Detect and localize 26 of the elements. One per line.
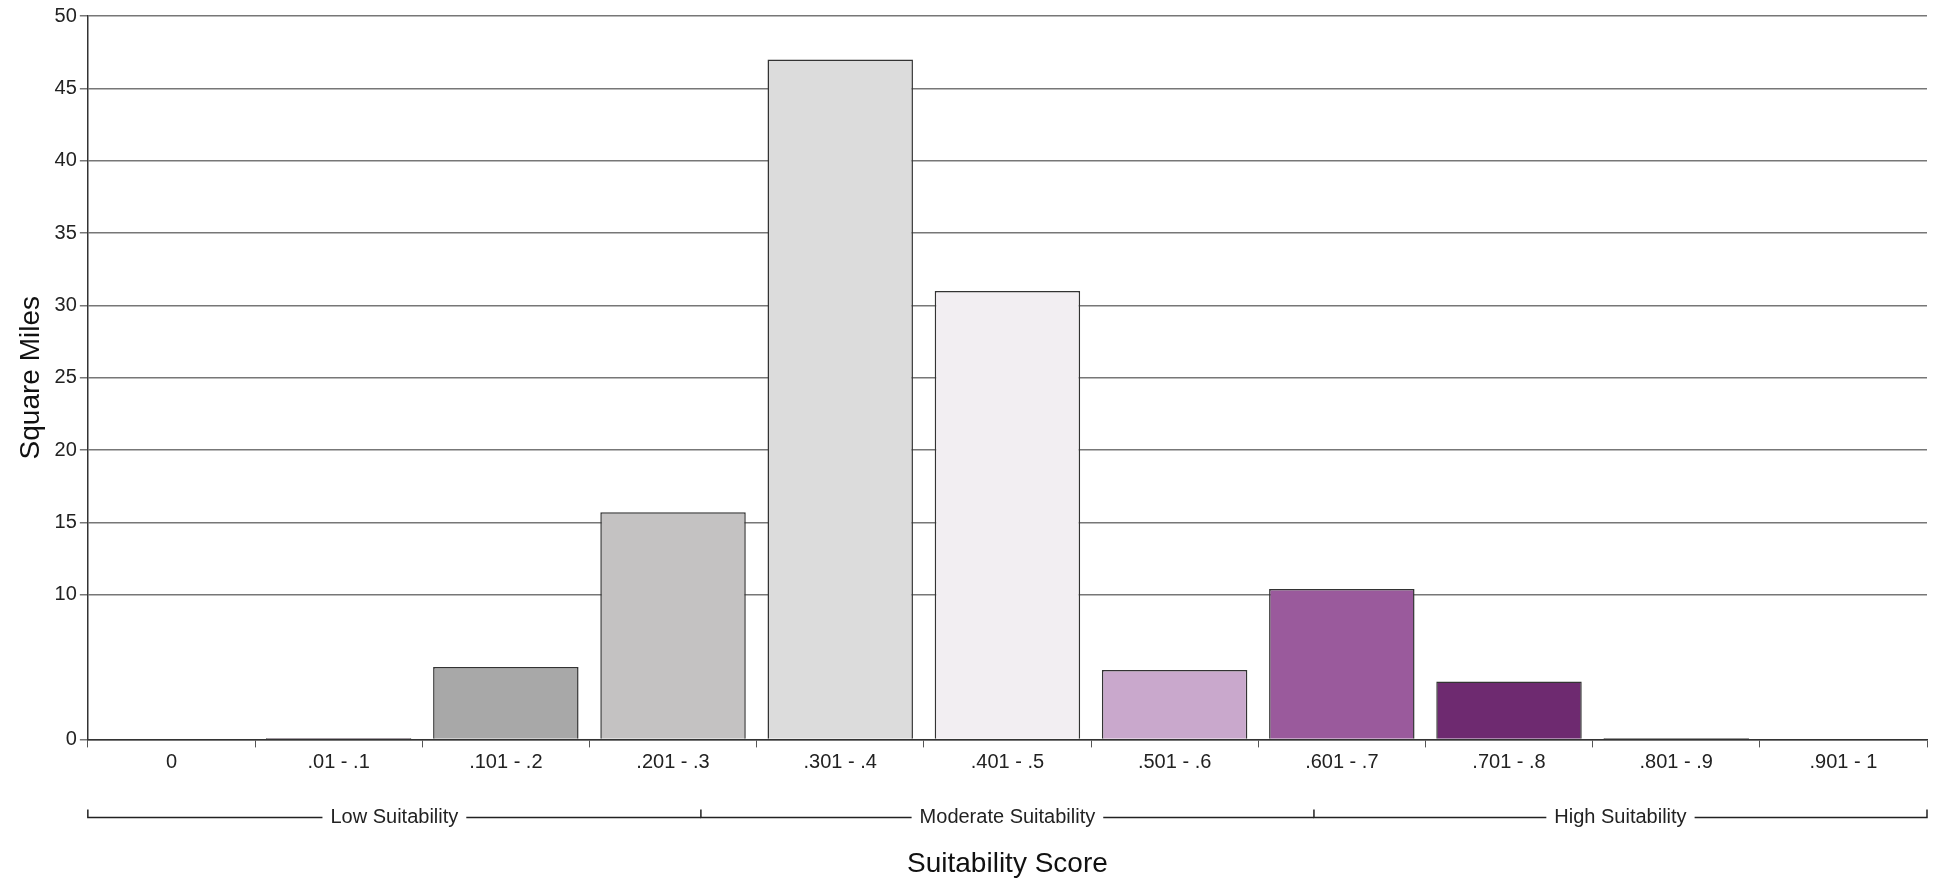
- x-tick-label: .901 - 1: [1809, 749, 1878, 772]
- x-tick-label: 0: [165, 749, 178, 772]
- y-tick-label: 45: [54, 75, 77, 98]
- y-tick-label: 50: [54, 3, 77, 26]
- y-axis-title: Square Miles: [13, 296, 45, 460]
- x-tick-label: .501 - .6: [1137, 749, 1212, 772]
- x-tick-label: .01 - .1: [307, 749, 370, 772]
- y-tick-label: 30: [54, 292, 77, 315]
- x-tick-label: .801 - .9: [1639, 749, 1713, 772]
- y-tick-label: 0: [65, 726, 77, 749]
- x-tick-label: .601 - .7: [1305, 749, 1379, 772]
- y-tick-label: 10: [54, 582, 77, 605]
- x-tick-label: .701 - .8: [1472, 749, 1546, 772]
- x-tick-label: .101 - .2: [469, 749, 543, 772]
- x-axis-title: Suitability Score: [907, 846, 1108, 878]
- x-tick-label: .401 - .5: [970, 749, 1045, 772]
- y-tick-label: 40: [54, 148, 77, 171]
- y-tick-label: 20: [54, 437, 77, 460]
- x-tick-label: .201 - .3: [636, 749, 710, 772]
- y-tick-label: 35: [54, 220, 77, 243]
- text: Moderate Suitability: [919, 804, 1096, 827]
- text: High Suitability: [1554, 804, 1687, 827]
- y-tick-label: 15: [54, 509, 77, 532]
- x-tick-label: .301 - .4: [803, 749, 877, 772]
- y-tick-label: 25: [54, 365, 77, 388]
- text: Low Suitability: [330, 804, 459, 827]
